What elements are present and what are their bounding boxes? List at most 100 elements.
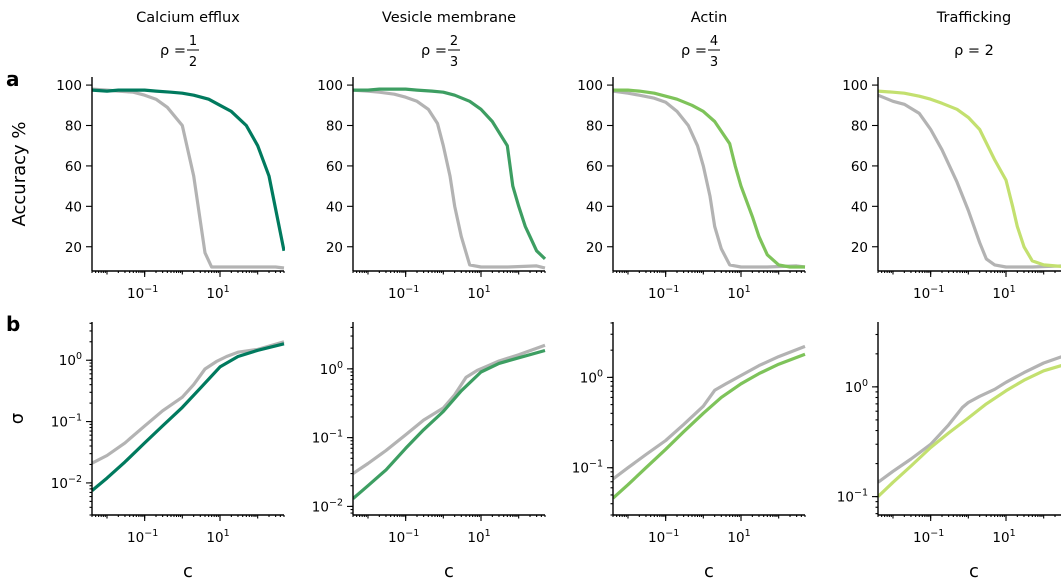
- y-tick-label-base: 10: [320, 362, 337, 378]
- y-tick-label-exp: −1: [589, 459, 603, 470]
- x-tick-label-exp: 1: [224, 528, 230, 539]
- x-tick-label-exp: 1: [485, 284, 491, 295]
- x-tick-label-base: 10: [206, 286, 223, 302]
- y-tick-label-base: 10: [580, 370, 597, 386]
- row-letters: ab: [6, 67, 20, 336]
- y-tick-label: 60: [851, 159, 868, 175]
- x-axis-label: c: [183, 561, 193, 579]
- model-series-line: [613, 352, 806, 500]
- y-tick-label: 10−2: [51, 474, 82, 492]
- rho-denominator: 3: [710, 55, 718, 70]
- y-tick-label: 100: [317, 78, 343, 94]
- y-tick-label: 100: [580, 368, 603, 386]
- rho-label: ρ = 2: [954, 43, 994, 59]
- y-tick-label-exp: 0: [862, 378, 868, 389]
- x-axis-label: c: [704, 561, 714, 579]
- y-axis-label: Accuracy %: [9, 121, 30, 226]
- baseline-series-line: [353, 343, 546, 475]
- x-tick-label-exp: −1: [665, 284, 679, 295]
- x-tick-label: 101: [992, 528, 1015, 546]
- y-tick-label-exp: −1: [854, 488, 868, 499]
- y-tick-label: 100: [845, 378, 868, 396]
- y-tick-label: 10−1: [572, 459, 603, 477]
- baseline-series-line: [613, 89, 806, 269]
- x-tick-label-exp: −1: [144, 284, 158, 295]
- x-tick-label-base: 10: [648, 286, 665, 302]
- column-title: Actin: [691, 10, 728, 26]
- x-tick-label-exp: −1: [665, 528, 679, 539]
- y-tick-label: 60: [586, 159, 603, 175]
- y-tick-label-exp: −1: [329, 429, 343, 440]
- y-tick-label: 100: [56, 78, 82, 94]
- y-tick-label-exp: 0: [337, 360, 343, 371]
- x-tick-label: 10−1: [388, 528, 419, 546]
- x-tick-label-base: 10: [992, 286, 1009, 302]
- y-tick-label-exp: −2: [68, 474, 82, 485]
- y-tick-label: 80: [65, 119, 82, 135]
- y-tick-label: 10−1: [51, 413, 82, 431]
- x-axis-label: c: [444, 561, 454, 579]
- x-tick-label: 10−1: [913, 284, 944, 302]
- x-tick-label-exp: 1: [745, 528, 751, 539]
- y-tick-label: 20: [586, 240, 603, 256]
- y-tick-label: 20: [851, 240, 868, 256]
- x-tick-label: 101: [206, 528, 229, 546]
- y-axis-label: σ: [7, 413, 28, 424]
- x-tick-label: 101: [727, 284, 750, 302]
- y-tick-label: 100: [320, 360, 343, 378]
- x-tick-label: 10−1: [648, 528, 679, 546]
- x-tick-label-exp: −1: [930, 528, 944, 539]
- rho-denominator: 2: [189, 55, 197, 70]
- y-tick-label-base: 10: [845, 380, 862, 396]
- x-tick-label-exp: −1: [144, 528, 158, 539]
- y-tick-label-base: 10: [572, 461, 589, 477]
- x-tick-label: 10−1: [648, 284, 679, 302]
- x-tick-label: 101: [467, 284, 490, 302]
- model-series-line: [353, 87, 546, 261]
- x-tick-label-base: 10: [648, 530, 665, 546]
- y-tick-label-base: 10: [837, 490, 854, 506]
- y-tick-label-base: 10: [312, 499, 329, 515]
- y-tick-label-base: 10: [51, 415, 68, 431]
- x-tick-label-base: 10: [727, 530, 744, 546]
- x-tick-label-base: 10: [467, 530, 484, 546]
- rho-numerator: 1: [189, 34, 197, 49]
- x-tick-label-base: 10: [727, 286, 744, 302]
- x-tick-label-base: 10: [467, 286, 484, 302]
- model-series-line: [353, 348, 546, 500]
- baseline-series-line: [92, 87, 285, 270]
- x-tick-label: 10−1: [127, 528, 158, 546]
- row-letter-a: a: [6, 67, 20, 91]
- y-tick-label: 10−1: [312, 429, 343, 447]
- y-tick-label: 20: [326, 240, 343, 256]
- x-tick-label: 101: [467, 528, 490, 546]
- y-tick-label-base: 10: [59, 353, 76, 369]
- rho-denominator: 3: [450, 55, 458, 70]
- y-tick-label-exp: 0: [76, 351, 82, 362]
- rho-prefix: ρ =: [954, 43, 985, 59]
- rho-prefix: ρ =: [421, 43, 447, 59]
- column-title: Vesicle membrane: [382, 10, 516, 26]
- model-series-line: [878, 364, 1061, 498]
- y-tick-label-exp: 0: [597, 368, 603, 379]
- y-tick-label: 40: [65, 199, 82, 215]
- x-tick-label-exp: −1: [405, 284, 419, 295]
- y-tick-label: 80: [326, 119, 343, 135]
- y-tick-label: 100: [577, 78, 603, 94]
- y-tick-label: 100: [842, 78, 868, 94]
- x-tick-label-base: 10: [913, 286, 930, 302]
- x-axis-label: c: [969, 561, 979, 579]
- x-tick-label: 101: [727, 528, 750, 546]
- x-tick-label-exp: −1: [930, 284, 944, 295]
- y-tick-label: 60: [65, 159, 82, 175]
- x-tick-label-base: 10: [206, 530, 223, 546]
- rho-value: 2: [985, 43, 994, 59]
- y-tick-label-base: 10: [312, 431, 329, 447]
- x-tick-label-base: 10: [388, 530, 405, 546]
